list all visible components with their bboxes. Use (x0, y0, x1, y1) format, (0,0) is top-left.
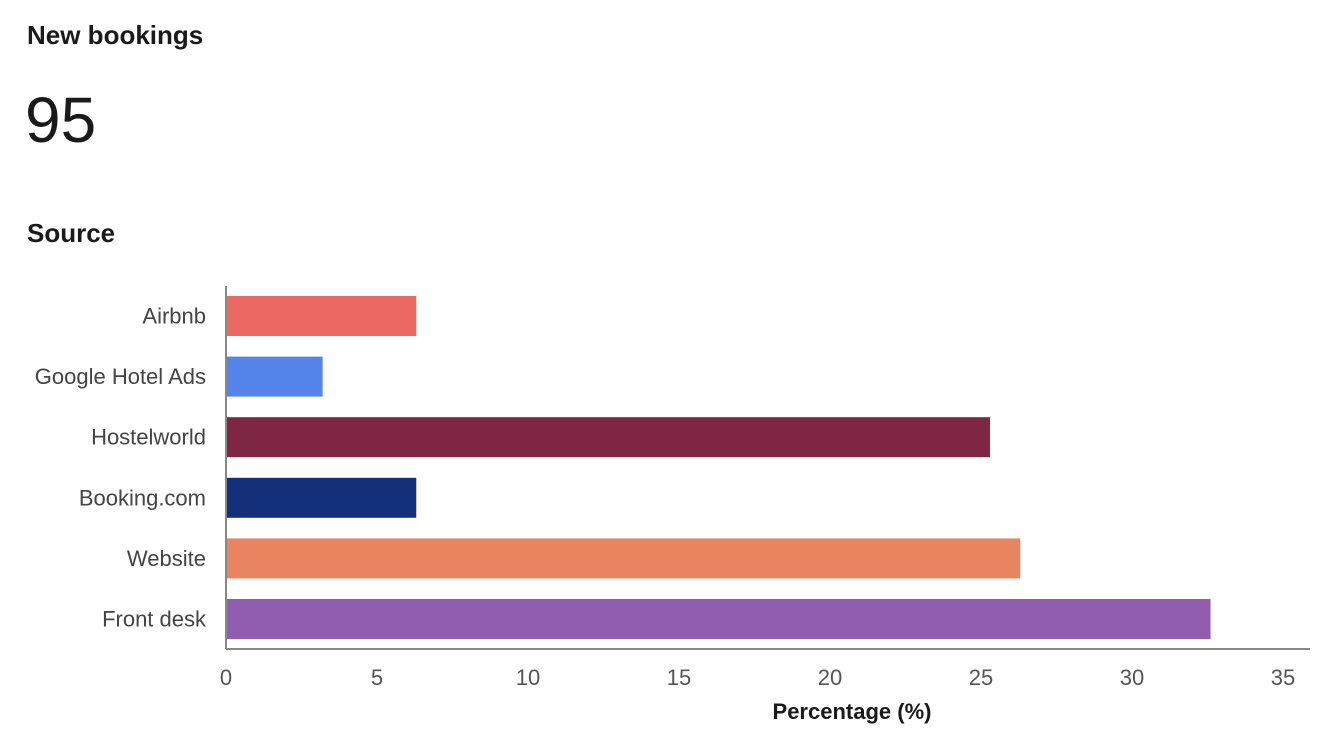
new-bookings-count: 95 (25, 84, 97, 156)
category-labels: Airbnb Google Hotel Ads Hostelworld Booking… (35, 304, 207, 632)
bar-airbnb (226, 296, 417, 336)
section-title-source: Source (27, 218, 116, 248)
x-tick-label-20: 20 (818, 665, 842, 690)
bar-website (226, 538, 1021, 579)
bars-group (226, 296, 1211, 639)
x-tick-label-15: 15 (667, 665, 691, 690)
bar-booking-com (226, 477, 417, 518)
category-label-booking-com: Booking.com (79, 485, 206, 510)
x-tick-label-25: 25 (969, 665, 993, 690)
x-tick-label-35: 35 (1271, 665, 1295, 690)
card-title: New bookings (27, 20, 204, 50)
bar-hostelworld (226, 417, 991, 458)
x-tick-label-5: 5 (371, 665, 383, 690)
bar-google-hotel-ads (226, 356, 323, 397)
x-tick-label-10: 10 (516, 665, 540, 690)
x-axis-title: Percentage (%) (773, 699, 932, 724)
x-tick-labels: 0 5 10 15 20 25 30 35 (220, 665, 1295, 690)
category-label-hostelworld: Hostelworld (91, 425, 206, 450)
x-tick-label-0: 0 (220, 665, 232, 690)
category-label-google-hotel-ads: Google Hotel Ads (35, 364, 206, 389)
category-label-front-desk: Front desk (102, 607, 207, 632)
category-label-airbnb: Airbnb (142, 304, 206, 329)
category-label-website: Website (127, 546, 206, 571)
bar-front-desk (226, 599, 1211, 639)
x-tick-label-30: 30 (1120, 665, 1144, 690)
